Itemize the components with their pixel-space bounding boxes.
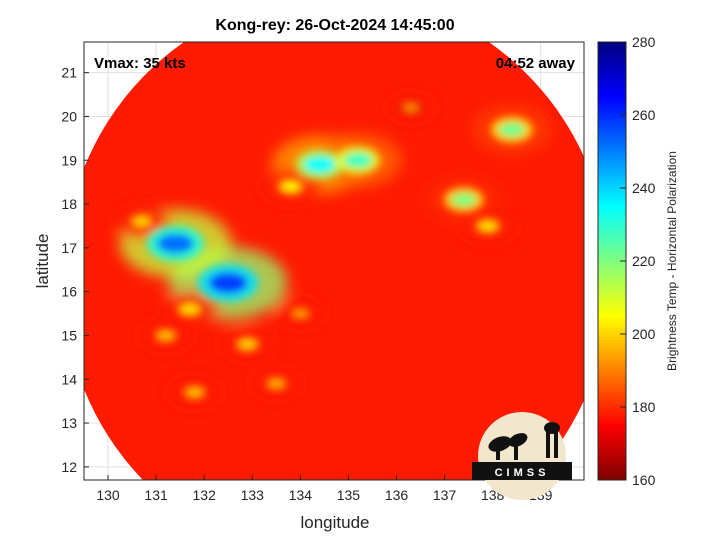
x-tick-label: 132 bbox=[193, 487, 217, 503]
colorbar-tick-label: 240 bbox=[632, 180, 656, 196]
logo-banner bbox=[472, 462, 572, 480]
feature-core bbox=[185, 387, 204, 398]
plot-area: 130131132133134135136137138139 121314151… bbox=[61, 41, 585, 503]
feature-core bbox=[451, 192, 477, 207]
feature-core bbox=[478, 220, 498, 232]
x-tick-label: 131 bbox=[144, 487, 168, 503]
x-tick-label: 135 bbox=[337, 487, 361, 503]
y-tick-label: 18 bbox=[61, 196, 77, 212]
colorbar: 160 180 200 220 240 260 280 Brightness Temp - … bbox=[597, 34, 679, 488]
plot-frame bbox=[83, 41, 585, 481]
feature-core bbox=[208, 272, 248, 294]
feature-core bbox=[343, 152, 373, 168]
feature-core bbox=[304, 156, 335, 173]
colorbar-tick-label: 180 bbox=[632, 399, 656, 415]
colorbar-tick-label: 200 bbox=[632, 326, 656, 342]
feature-core bbox=[156, 233, 194, 254]
colorbar-label: Brightness Temp - Horizontal Polarizatio… bbox=[665, 151, 679, 371]
x-tick-label: 134 bbox=[289, 487, 313, 503]
feature-core bbox=[280, 181, 301, 192]
colorbar-ticks: 160 180 200 220 240 260 280 bbox=[620, 34, 656, 488]
feature-core bbox=[267, 379, 285, 389]
time-away-annotation: 04:52 away bbox=[496, 55, 576, 72]
colorbar-tick-label: 220 bbox=[632, 253, 656, 269]
feature-core bbox=[403, 103, 419, 112]
y-tick-label: 13 bbox=[61, 415, 77, 431]
swath-content bbox=[84, 42, 584, 480]
y-tick-label: 14 bbox=[61, 371, 77, 387]
y-tick-label: 12 bbox=[61, 459, 77, 475]
y-tick-label: 20 bbox=[61, 108, 77, 124]
colorbar-tick-label: 160 bbox=[632, 472, 656, 488]
feature-core bbox=[238, 339, 257, 350]
y-axis-ticks: 12 13 14 15 16 17 18 19 20 21 bbox=[61, 65, 89, 475]
brightness-temp-swath bbox=[84, 42, 584, 480]
logo-tower-leg-2 bbox=[554, 428, 558, 458]
x-axis-label: longitude bbox=[300, 513, 369, 532]
vmax-annotation: Vmax: 35 kts bbox=[94, 55, 186, 72]
y-tick-label: 19 bbox=[61, 152, 77, 168]
chart-title: Kong-rey: 26-Oct-2024 14:45:00 bbox=[215, 17, 454, 34]
x-tick-label: 136 bbox=[385, 487, 409, 503]
feature-core bbox=[156, 330, 175, 341]
feature-core bbox=[498, 122, 525, 137]
y-tick-label: 17 bbox=[61, 240, 77, 256]
logo-dish-post bbox=[496, 448, 500, 460]
logo-dish-post-2 bbox=[514, 444, 518, 460]
logo-text: CIMSS bbox=[495, 467, 550, 479]
x-tick-label: 130 bbox=[96, 487, 120, 503]
feature-cores bbox=[126, 99, 533, 402]
logo-dish-left bbox=[488, 436, 512, 452]
feature-core bbox=[180, 304, 200, 315]
cimss-logo: CIMSS bbox=[472, 412, 572, 500]
x-tick-label: 133 bbox=[241, 487, 265, 503]
logo-tower-leg bbox=[546, 428, 550, 458]
y-tick-label: 16 bbox=[61, 284, 77, 300]
logo-dish-right bbox=[508, 433, 528, 447]
logo-tower-tank bbox=[544, 422, 560, 434]
feature-core bbox=[292, 309, 309, 318]
y-tick-label: 21 bbox=[61, 65, 77, 81]
x-tick-label: 137 bbox=[433, 487, 457, 503]
y-axis-label: latitude bbox=[33, 234, 52, 289]
y-tick-label: 15 bbox=[61, 327, 77, 343]
feature-core bbox=[132, 216, 151, 227]
colorbar-tick-label: 280 bbox=[632, 34, 656, 50]
colorbar-tick-label: 260 bbox=[632, 107, 656, 123]
